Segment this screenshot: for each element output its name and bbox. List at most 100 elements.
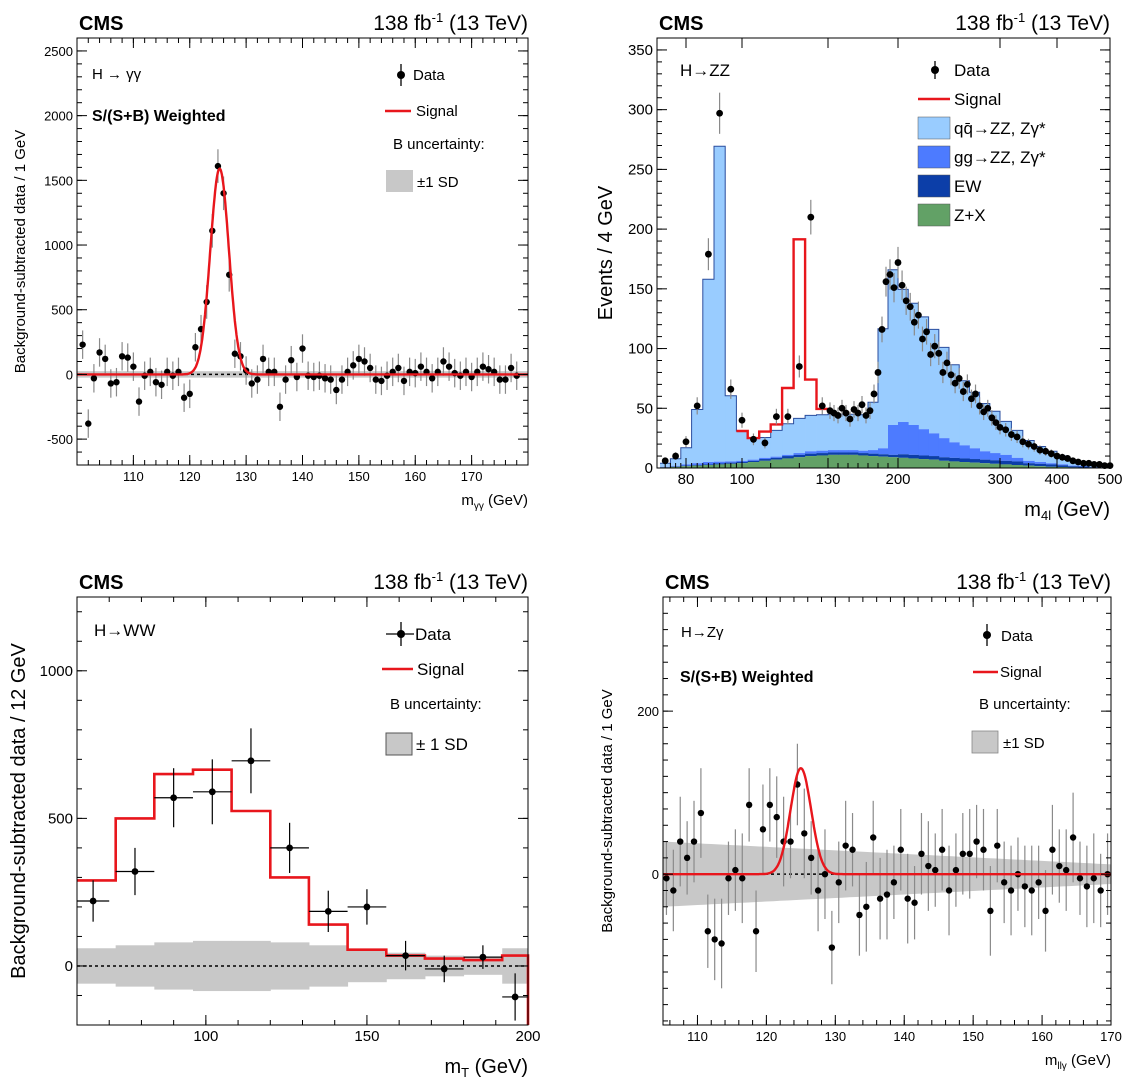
stack-bar	[782, 454, 794, 457]
stack-bar	[805, 415, 817, 452]
panel-hzg: CMS 138 fb-1 (13 TeV) 110 120 130 140 150 160 17…	[599, 569, 1122, 1072]
x-tick-label: 130	[815, 471, 840, 488]
stack-bar	[1045, 463, 1058, 465]
data-point	[158, 381, 165, 388]
stack-bar	[759, 459, 772, 461]
data-point	[1042, 907, 1049, 915]
data-point	[333, 386, 340, 394]
data-point	[870, 390, 878, 398]
data-point	[878, 326, 886, 333]
stack-bar	[793, 454, 806, 458]
data-point	[925, 862, 932, 870]
lumi-label: 138 fb-1 (13 TeV)	[373, 10, 528, 35]
plot-frame	[76, 37, 529, 466]
signal-histogram	[736, 238, 828, 440]
lumi-label: 138 fb-1 (13 TeV)	[955, 10, 1110, 35]
data-point	[101, 355, 109, 363]
signal-histogram	[77, 768, 530, 1025]
process-label: H→Zγ	[681, 624, 724, 641]
data-point	[807, 213, 815, 221]
stack-bar	[868, 456, 879, 468]
x-tick-label: 80	[678, 471, 695, 488]
stack-bar	[838, 452, 849, 455]
x-axis-title: m4l (GeV)	[1024, 499, 1110, 523]
process-label: H → γγ	[92, 66, 142, 83]
y-tick-label: 100	[628, 341, 653, 358]
data-point	[1096, 461, 1103, 468]
y-axis-title: Background-subtracted data / 1 GeV	[599, 689, 616, 932]
legend-qqzz-label: qq̄→ZZ, Zγ*	[954, 119, 1046, 138]
data-point	[835, 879, 842, 886]
data-point	[801, 830, 808, 837]
stack-bar	[969, 462, 980, 468]
data-point	[705, 250, 712, 258]
data-point	[479, 953, 487, 961]
stack-bar	[878, 448, 889, 455]
stack-bar	[848, 454, 859, 468]
stack-bar	[828, 452, 839, 455]
data-point	[866, 407, 874, 415]
legend-band-label: ±1 SD	[417, 174, 459, 191]
stack-bar	[816, 453, 829, 456]
x-tick-label: 200	[515, 1028, 540, 1045]
stack-bar	[979, 459, 991, 464]
x-axis-title: mγγ (GeV)	[461, 492, 528, 512]
cms-label: CMS	[79, 13, 123, 35]
data-point	[834, 412, 842, 419]
data-point	[79, 341, 86, 348]
legend-band-title: B uncertainty:	[390, 696, 482, 713]
stack-bar	[680, 447, 692, 465]
data-point	[693, 402, 701, 410]
data-point	[1064, 455, 1071, 462]
signal-curve	[77, 167, 528, 376]
data-point	[130, 363, 137, 370]
legend-signal-label: Signal	[1000, 664, 1042, 681]
x-tick-label: 100	[193, 1028, 218, 1045]
data-point	[1019, 438, 1027, 446]
stack-bar	[1022, 440, 1035, 461]
legend-band-label: ±1 SD	[1003, 735, 1045, 752]
data-point	[987, 907, 994, 915]
data-point	[787, 838, 794, 845]
weighting-label: S/(S+B) Weighted	[680, 669, 814, 686]
data-point	[663, 875, 670, 882]
data-point	[980, 846, 987, 853]
x-tick-label: 160	[1031, 1029, 1053, 1044]
stack-bar	[1011, 465, 1024, 468]
y-tick-label: 150	[628, 281, 653, 298]
data-point	[795, 363, 803, 370]
stack-bar	[793, 453, 806, 455]
stack-bar	[938, 438, 950, 458]
stack-bar	[747, 460, 760, 463]
lumi-label: 138 fb-1 (13 TeV)	[956, 569, 1111, 594]
data-point	[858, 401, 866, 409]
data-point	[1076, 875, 1084, 882]
legend-band-title: B uncertainty:	[393, 136, 485, 153]
data-point	[863, 903, 870, 910]
stack-bar	[969, 392, 980, 449]
data-point	[918, 850, 925, 857]
data-point	[511, 993, 519, 1001]
stack-bar	[736, 430, 749, 461]
data-point	[890, 879, 898, 886]
y-axis-title: Events / 4 GeV	[595, 185, 617, 320]
stack-bar	[805, 451, 817, 454]
stack-bar	[888, 269, 899, 425]
y-tick-label: 0	[652, 867, 659, 882]
data-point	[1090, 875, 1097, 882]
stack-bar	[908, 454, 919, 459]
stack-bar	[770, 456, 783, 458]
data-point	[727, 385, 735, 393]
x-tick-label: 120	[179, 469, 201, 484]
x-tick-label: 110	[687, 1029, 708, 1044]
stack-bar	[959, 380, 970, 446]
data-point	[988, 414, 996, 422]
stack-bar	[888, 454, 899, 458]
x-tick-label: 160	[404, 469, 426, 484]
y-tick-label: 0	[65, 958, 73, 975]
data-point	[846, 415, 854, 423]
data-point	[883, 891, 891, 898]
x-tick-label: 140	[292, 469, 314, 484]
legend-signal-label: Signal	[416, 103, 458, 120]
data-point	[992, 419, 1000, 427]
